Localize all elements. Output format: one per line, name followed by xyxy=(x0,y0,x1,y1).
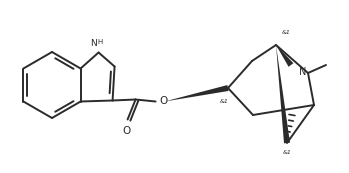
Text: &1: &1 xyxy=(282,30,291,35)
Text: &1: &1 xyxy=(220,99,229,104)
Text: O: O xyxy=(159,95,168,106)
Polygon shape xyxy=(165,85,229,102)
Text: H: H xyxy=(97,39,102,44)
Polygon shape xyxy=(276,45,294,67)
Text: &1: &1 xyxy=(283,150,291,155)
Text: O: O xyxy=(122,126,131,136)
Polygon shape xyxy=(276,45,290,143)
Text: N: N xyxy=(299,67,306,77)
Text: N: N xyxy=(90,39,97,48)
